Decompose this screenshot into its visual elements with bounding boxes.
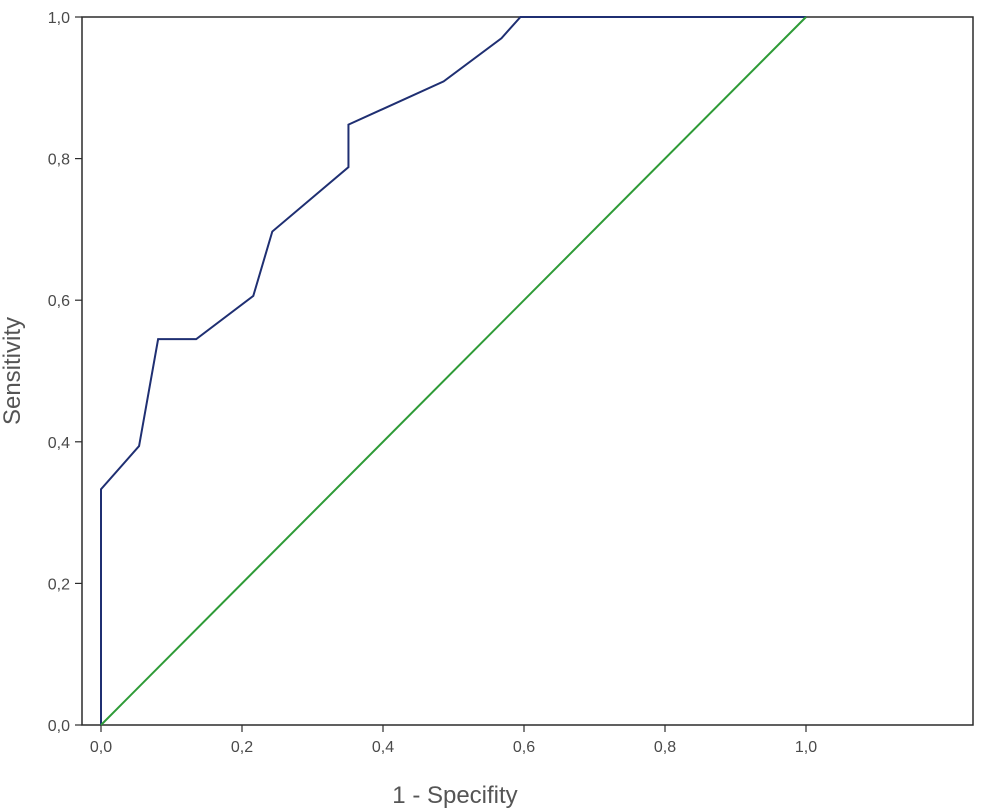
- reference-diagonal-line: [100, 16, 807, 726]
- x-tick-label: 1,0: [795, 739, 817, 756]
- y-tick-label: 0,8: [48, 152, 70, 169]
- x-tick-label: 0,6: [513, 739, 535, 756]
- x-tick-label: 0,2: [231, 739, 253, 756]
- roc-curve-line: [100, 16, 806, 725]
- x-axis-title: 1 - Specifity: [392, 782, 517, 809]
- plot-frame: [81, 16, 974, 726]
- x-axis-ticks: 0,0 0,2 0,4 0,6 0,8 1,0: [90, 725, 817, 756]
- y-tick-label: 0,0: [48, 718, 70, 735]
- x-tick-label: 0,0: [90, 739, 112, 756]
- y-tick-label: 0,4: [48, 435, 70, 452]
- y-axis-ticks: 0,0 0,2 0,4 0,6 0,8 1,0: [48, 10, 82, 735]
- y-tick-label: 0,2: [48, 576, 70, 593]
- y-axis-title: Sensitivity: [0, 317, 26, 425]
- y-tick-label: 0,6: [48, 293, 70, 310]
- x-tick-label: 0,4: [372, 739, 394, 756]
- series-layer: [100, 16, 807, 726]
- x-tick-label: 0,8: [654, 739, 676, 756]
- y-tick-label: 1,0: [48, 10, 70, 27]
